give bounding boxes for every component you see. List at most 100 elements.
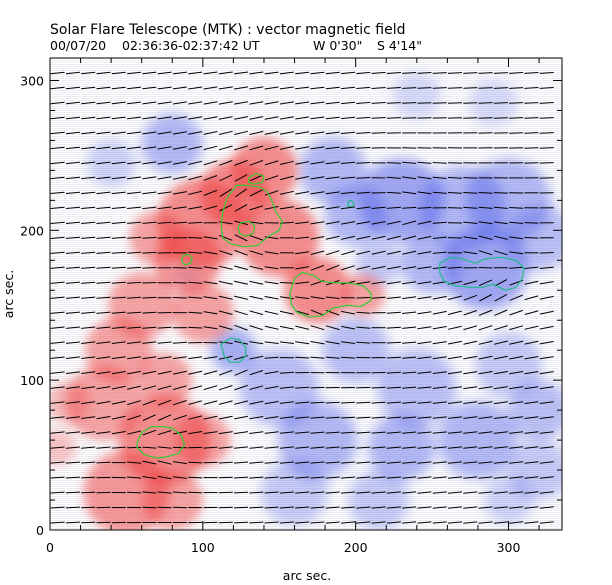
field-vector-235-65 bbox=[402, 431, 417, 434]
field-vector-5-175 bbox=[50, 266, 65, 269]
field-vector-315-125 bbox=[524, 340, 539, 345]
field-vector-95-135 bbox=[188, 326, 203, 329]
field-vector-45-245 bbox=[111, 161, 126, 165]
field-vector-235-285 bbox=[402, 102, 417, 104]
field-vector-75-85 bbox=[157, 399, 172, 406]
field-vector-315-95 bbox=[524, 386, 539, 390]
field-vector-145-305 bbox=[264, 71, 279, 75]
field-vector-205-5 bbox=[356, 521, 371, 524]
field-vector-135-135 bbox=[249, 325, 264, 331]
field-vector-245-25 bbox=[417, 491, 432, 494]
field-vector-105-95 bbox=[203, 385, 218, 391]
field-vector-315-75 bbox=[524, 416, 539, 419]
field-vector-285-5 bbox=[478, 521, 493, 524]
field-vector-165-135 bbox=[295, 325, 310, 330]
field-vector-165-225 bbox=[295, 191, 310, 195]
field-vector-25-245 bbox=[81, 161, 96, 165]
field-vector-55-35 bbox=[127, 476, 142, 479]
field-vector-165-115 bbox=[295, 356, 310, 359]
field-vector-305-175 bbox=[509, 266, 524, 269]
field-vector-75-225 bbox=[157, 191, 172, 195]
field-vector-255-235 bbox=[432, 176, 447, 179]
field-vector-135-55 bbox=[249, 446, 264, 449]
field-vector-55-135 bbox=[127, 326, 142, 329]
field-vector-235-125 bbox=[402, 341, 417, 344]
field-vector-255-5 bbox=[432, 521, 447, 524]
field-vector-165-155 bbox=[295, 296, 310, 300]
field-vector-195-115 bbox=[340, 356, 356, 359]
negative-region-3 bbox=[325, 185, 387, 246]
field-vector-315-155 bbox=[524, 295, 539, 301]
y-axis-label: arc sec. bbox=[1, 270, 16, 318]
field-vector-25-35 bbox=[81, 476, 96, 479]
field-vector-125-285 bbox=[234, 101, 248, 105]
subtitle-date: 00/07/20 bbox=[50, 38, 106, 53]
field-vector-75-285 bbox=[157, 101, 172, 105]
field-vector-255-155 bbox=[432, 295, 447, 300]
field-vector-45-165 bbox=[111, 281, 126, 284]
field-vector-215-275 bbox=[371, 117, 386, 119]
field-vector-85-205 bbox=[172, 221, 187, 224]
field-vector-35-215 bbox=[96, 206, 111, 209]
field-vector-165-255 bbox=[295, 146, 310, 150]
field-vector-5-75 bbox=[50, 416, 65, 419]
field-vector-205-25 bbox=[356, 491, 371, 494]
field-vector-185-5 bbox=[325, 521, 340, 524]
field-vector-285-105 bbox=[478, 371, 493, 375]
field-vector-325-135 bbox=[539, 325, 554, 330]
field-vector-145-125 bbox=[264, 341, 279, 344]
field-vector-95-165 bbox=[188, 281, 203, 284]
field-vector-275-95 bbox=[463, 386, 478, 390]
field-vector-65-105 bbox=[142, 370, 157, 375]
field-vector-145-165 bbox=[264, 281, 279, 285]
field-vector-145-255 bbox=[264, 145, 279, 151]
field-vector-295-65 bbox=[493, 431, 508, 434]
field-vector-225-75 bbox=[386, 416, 401, 419]
field-vector-305-205 bbox=[509, 221, 524, 224]
field-vector-165-5 bbox=[295, 521, 310, 524]
field-vector-215-75 bbox=[371, 416, 386, 419]
field-vector-75-135 bbox=[157, 326, 172, 329]
field-vector-315-145 bbox=[524, 310, 539, 315]
field-vector-15-165 bbox=[65, 281, 80, 284]
field-vector-185-185 bbox=[325, 250, 340, 256]
field-vector-205-85 bbox=[356, 401, 371, 404]
field-vector-295-275 bbox=[493, 117, 508, 119]
field-vector-75-55 bbox=[157, 446, 172, 449]
contour-3 bbox=[180, 253, 193, 266]
field-vector-135-165 bbox=[249, 280, 264, 285]
field-vector-95-35 bbox=[188, 476, 203, 479]
field-vector-285-195 bbox=[478, 235, 493, 240]
field-vector-65-285 bbox=[142, 101, 157, 105]
field-vector-175-25 bbox=[310, 491, 325, 494]
field-vector-15-295 bbox=[65, 86, 80, 90]
field-vector-55-195 bbox=[127, 236, 142, 239]
field-vector-35-95 bbox=[96, 386, 111, 390]
field-vector-305-55 bbox=[509, 446, 524, 449]
field-vector-125-305 bbox=[234, 71, 249, 75]
field-vector-305-305 bbox=[509, 72, 524, 74]
field-vector-35-195 bbox=[96, 236, 111, 239]
field-vector-35-225 bbox=[96, 191, 111, 195]
field-vector-165-235 bbox=[295, 176, 310, 180]
field-vector-305-75 bbox=[509, 416, 524, 419]
field-vector-35-115 bbox=[96, 356, 111, 360]
field-vector-275-195 bbox=[463, 236, 478, 240]
field-vector-275-75 bbox=[463, 416, 478, 419]
field-vector-65-225 bbox=[142, 191, 157, 195]
field-vector-145-265 bbox=[264, 131, 279, 135]
field-vector-185-205 bbox=[325, 221, 340, 225]
field-vector-5-155 bbox=[50, 296, 65, 299]
field-vector-285-285 bbox=[478, 102, 493, 104]
field-vector-235-75 bbox=[402, 416, 417, 419]
field-vector-195-235 bbox=[341, 176, 356, 179]
field-vector-85-95 bbox=[173, 385, 187, 390]
field-vector-245-195 bbox=[417, 235, 432, 240]
field-vector-275-55 bbox=[463, 446, 478, 449]
field-vector-225-45 bbox=[386, 461, 401, 464]
field-vector-325-45 bbox=[539, 461, 554, 464]
field-vector-25-75 bbox=[81, 416, 96, 419]
field-vector-95-225 bbox=[188, 190, 203, 195]
field-vector-75-115 bbox=[157, 356, 172, 360]
field-vector-275-305 bbox=[463, 72, 478, 74]
